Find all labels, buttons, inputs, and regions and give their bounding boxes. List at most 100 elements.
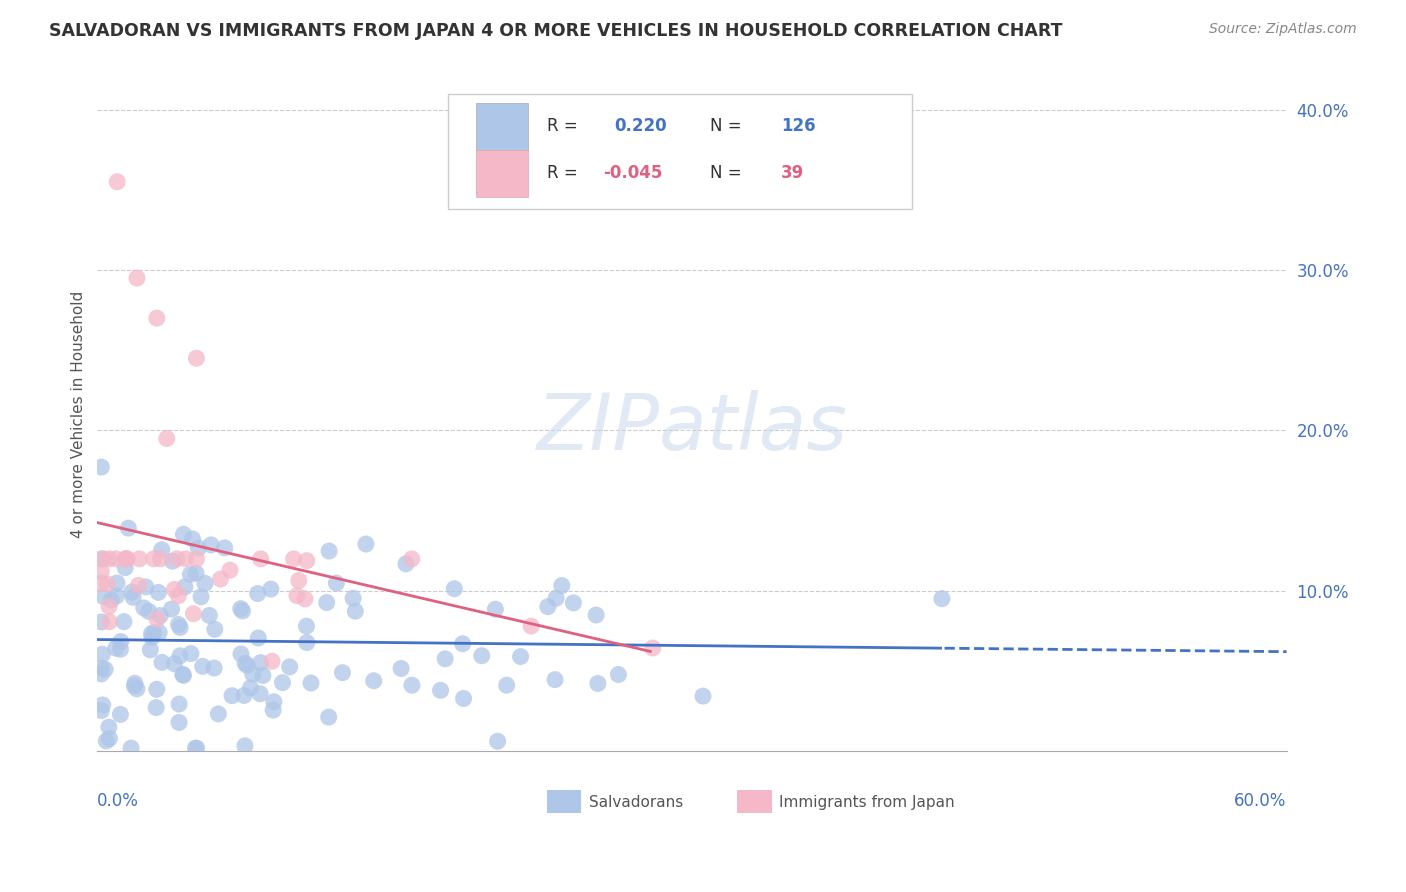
Point — [544, 591, 567, 606]
Point — [318, 544, 340, 558]
Point — [191, 659, 214, 673]
Point — [263, 695, 285, 709]
Point — [98, 731, 121, 746]
Point — [186, 741, 208, 756]
Point — [486, 734, 509, 748]
Point — [453, 691, 475, 706]
Point — [122, 591, 145, 605]
Point — [295, 554, 318, 568]
Text: 126: 126 — [782, 118, 815, 136]
Point — [180, 647, 202, 661]
Point — [105, 175, 128, 189]
Point — [141, 630, 163, 644]
Point — [194, 576, 217, 591]
Text: SALVADORAN VS IMMIGRANTS FROM JAPAN 4 OR MORE VEHICLES IN HOUSEHOLD CORRELATION : SALVADORAN VS IMMIGRANTS FROM JAPAN 4 OR… — [49, 22, 1063, 40]
Point — [342, 591, 364, 606]
Point — [229, 647, 252, 661]
Point — [179, 567, 201, 582]
Point — [146, 612, 169, 626]
Point — [142, 625, 165, 640]
Point — [160, 602, 183, 616]
Point — [187, 541, 209, 555]
Point — [114, 551, 136, 566]
FancyBboxPatch shape — [737, 790, 772, 814]
Point — [114, 560, 136, 574]
Text: R =: R = — [547, 118, 578, 136]
Point — [97, 720, 120, 734]
Text: 60.0%: 60.0% — [1234, 792, 1286, 810]
Point — [287, 574, 309, 588]
Point — [90, 704, 112, 718]
Point — [98, 551, 121, 566]
Point — [135, 580, 157, 594]
FancyBboxPatch shape — [547, 790, 581, 814]
Point — [184, 566, 207, 581]
Point — [96, 576, 118, 591]
Point — [233, 657, 256, 671]
Point — [260, 654, 283, 668]
Point — [484, 602, 506, 616]
Point — [120, 741, 142, 756]
Point — [354, 537, 377, 551]
Point — [181, 532, 204, 546]
Point — [172, 527, 194, 541]
Point — [204, 622, 226, 636]
FancyBboxPatch shape — [475, 103, 527, 150]
Point — [105, 589, 128, 603]
Point — [98, 599, 121, 614]
Point — [607, 667, 630, 681]
Point — [117, 521, 139, 535]
Point — [90, 615, 112, 629]
Point — [209, 572, 232, 586]
Point — [260, 582, 283, 596]
Point — [91, 698, 114, 712]
Point — [90, 661, 112, 675]
Point — [104, 641, 127, 656]
Point — [562, 596, 585, 610]
Point — [315, 596, 337, 610]
Point — [198, 608, 221, 623]
Point — [401, 551, 423, 566]
Point — [344, 604, 367, 618]
Point — [249, 551, 271, 566]
Point — [692, 689, 714, 703]
Point — [90, 565, 112, 579]
Point — [544, 673, 567, 687]
Point — [132, 601, 155, 615]
Point — [641, 640, 664, 655]
Point — [285, 589, 308, 603]
Point — [207, 706, 229, 721]
Point — [231, 604, 253, 618]
Point — [115, 551, 138, 566]
Point — [166, 551, 188, 566]
Point — [443, 582, 465, 596]
Point — [169, 648, 191, 663]
Point — [110, 707, 132, 722]
Point — [471, 648, 494, 663]
Point — [318, 710, 340, 724]
Point — [91, 551, 114, 566]
Point — [174, 551, 197, 566]
Point — [94, 662, 117, 676]
Point — [167, 697, 190, 711]
Text: ZIPatlas: ZIPatlas — [537, 390, 848, 466]
Point — [138, 604, 160, 618]
Point — [283, 551, 305, 566]
Point — [278, 660, 301, 674]
Point — [127, 578, 149, 592]
Text: 0.0%: 0.0% — [97, 792, 139, 810]
Point — [146, 311, 169, 326]
Point — [262, 703, 284, 717]
Point — [163, 657, 186, 671]
Point — [551, 578, 574, 592]
Point — [233, 739, 256, 753]
Point — [142, 551, 165, 566]
Text: Immigrants from Japan: Immigrants from Japan — [779, 795, 955, 810]
Text: 0.220: 0.220 — [614, 118, 668, 136]
Point — [91, 590, 114, 604]
Point — [229, 601, 252, 615]
Point — [520, 619, 543, 633]
Text: N =: N = — [710, 164, 741, 183]
Point — [141, 626, 163, 640]
Point — [236, 658, 259, 673]
